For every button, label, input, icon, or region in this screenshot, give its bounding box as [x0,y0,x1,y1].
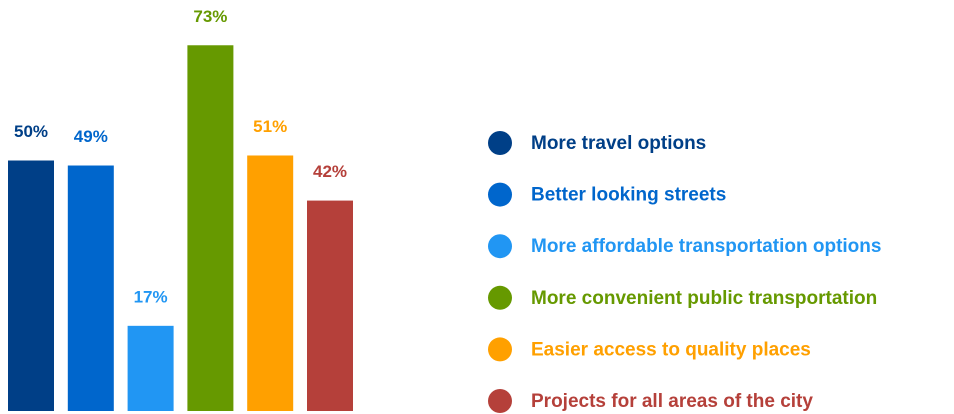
legend-label: Easier access to quality places [531,339,811,360]
bar [127,325,174,411]
value-label: 50% [14,122,48,141]
legend-label: More convenient public transportation [531,288,877,309]
bar [8,160,54,411]
value-label: 49% [74,127,108,146]
legend-marker [488,285,512,310]
legend-label: More travel options [531,133,706,154]
legend-label: More affordable transportation options [531,236,881,257]
value-label: 73% [193,7,227,26]
value-label: 42% [313,162,347,181]
legend-label: Better looking streets [531,185,726,206]
legend-marker [488,389,512,413]
legend-marker [488,182,512,207]
bar [67,165,114,411]
bar [187,45,234,412]
legend-label: Projects for all areas of the city [531,391,813,412]
legend-marker [488,337,512,362]
bar [247,155,294,411]
value-label: 17% [134,287,168,306]
bar [307,200,353,411]
legend-marker [488,131,512,155]
legend-marker [488,234,512,259]
value-label: 51% [253,117,287,136]
